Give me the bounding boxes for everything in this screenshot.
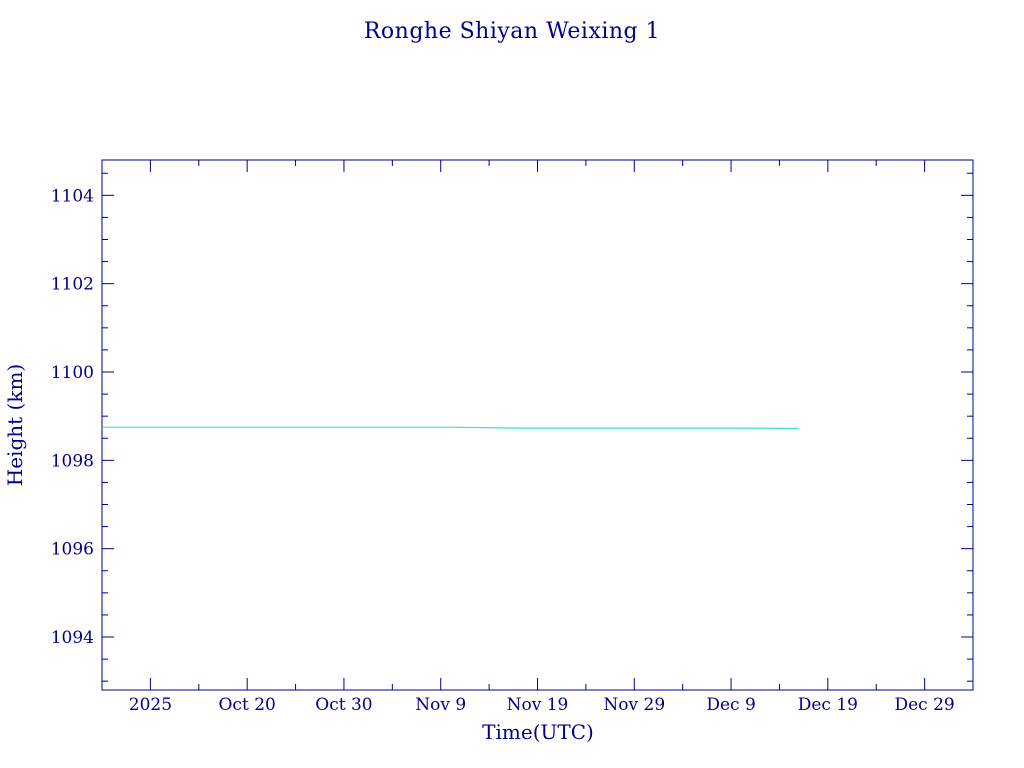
chart-title: Ronghe Shiyan Weixing 1 bbox=[364, 19, 660, 44]
x-axis-label: Time(UTC) bbox=[482, 720, 594, 744]
x-tick-label: 2025 bbox=[129, 695, 172, 715]
x-tick-label: Nov 19 bbox=[507, 695, 569, 715]
x-tick-label: Nov 9 bbox=[415, 695, 466, 715]
x-tick-label: Oct 20 bbox=[219, 695, 276, 715]
y-tick-label: 1104 bbox=[51, 186, 94, 206]
height-series-line bbox=[102, 426, 799, 430]
x-tick-label: Dec 19 bbox=[798, 695, 858, 715]
y-tick-label: 1094 bbox=[51, 628, 94, 648]
x-tick-label: Dec 29 bbox=[894, 695, 954, 715]
y-tick-label: 1096 bbox=[51, 540, 94, 560]
y-tick-label: 1098 bbox=[51, 451, 94, 471]
x-tick-label: Oct 30 bbox=[315, 695, 372, 715]
plot-frame bbox=[101, 159, 974, 691]
x-tick-label: Dec 9 bbox=[706, 695, 755, 715]
y-tick-label: 1102 bbox=[51, 275, 94, 295]
y-axis-label: Height (km) bbox=[3, 364, 27, 486]
x-tick-label: Nov 29 bbox=[603, 695, 665, 715]
y-tick-label: 1100 bbox=[51, 363, 94, 383]
